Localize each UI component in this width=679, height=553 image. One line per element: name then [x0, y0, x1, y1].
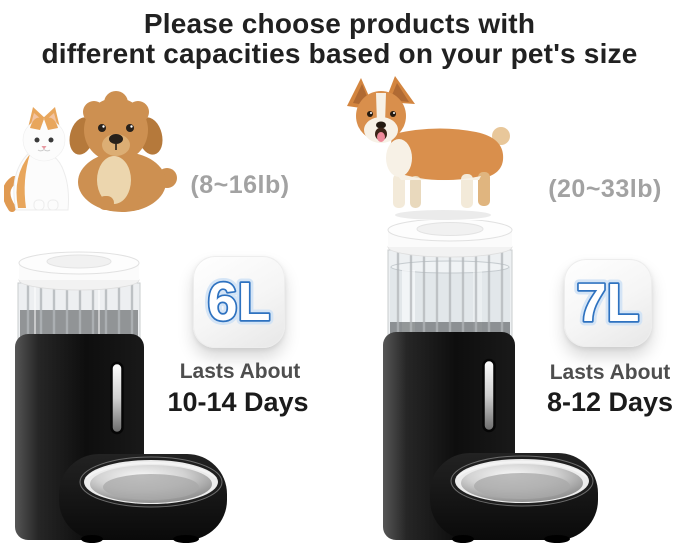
page-title: Please choose products with different ca…: [0, 9, 679, 69]
dispenser-6l-image: [15, 251, 227, 543]
capacity-6l-text: 6L: [207, 272, 270, 332]
water-tank-6l: [17, 282, 141, 342]
capacity-7l-text: 7L: [576, 273, 639, 333]
weight-range-small: (8~16lb): [190, 171, 290, 199]
tank-lid-6l: [18, 251, 140, 291]
cat-and-puppy-image: [4, 91, 177, 212]
capacity-6l-glow: 6L: [207, 272, 270, 332]
water-tank-7l: [387, 249, 513, 343]
steel-bowl-6l: [79, 456, 223, 508]
lasts-about-label-small: Lasts About: [179, 360, 301, 383]
puppy-illustration: [69, 91, 177, 212]
dispenser-foot: [452, 535, 474, 543]
duration-large: 8-12 Days: [546, 387, 674, 417]
tank-lid-7l: [387, 220, 513, 258]
corgi-illustration: [347, 76, 510, 220]
title-line-2: different capacities based on your pet's…: [41, 38, 638, 69]
weight-range-large: (20~33lb): [548, 175, 662, 203]
duration-small: 10-14 Days: [167, 387, 309, 417]
cat-illustration: [4, 107, 69, 212]
dispenser-7l-image: [383, 220, 598, 543]
title-line-1: Please choose products with: [143, 8, 536, 39]
corgi-dog-image: [347, 76, 510, 220]
capacity-7l-glow: 7L: [576, 273, 639, 333]
water-level-window-6l: [110, 361, 124, 435]
capacity-badge-7l: 7L 7L: [564, 259, 652, 347]
water-level-window-7l: [482, 358, 496, 433]
dispenser-foot: [544, 535, 570, 543]
dispenser-foot: [81, 535, 103, 543]
capacity-badge-6l: 6L 6L: [193, 256, 285, 348]
lasts-about-label-large: Lasts About: [549, 361, 671, 384]
dispenser-foot: [173, 535, 199, 543]
steel-bowl-7l: [450, 455, 594, 507]
